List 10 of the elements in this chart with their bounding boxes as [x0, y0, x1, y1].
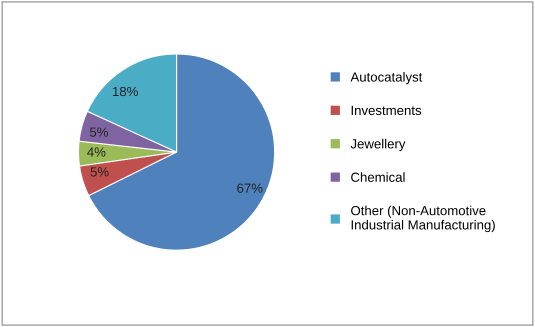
- data-label: 67%: [237, 183, 263, 193]
- data-label: 5%: [90, 167, 109, 177]
- data-label: 5%: [90, 127, 108, 137]
- legend-label: Investments: [352, 106, 422, 116]
- legend-label: Jewellery: [350, 138, 406, 152]
- legend-label: Other (Non-Automotive Industrial Manufacturing): [351, 206, 495, 232]
- legend-label: Autocatalyst: [350, 72, 422, 84]
- data-label: 18%: [112, 86, 138, 96]
- data-label: 4%: [87, 147, 106, 157]
- legend-label: Chemical: [351, 172, 405, 182]
